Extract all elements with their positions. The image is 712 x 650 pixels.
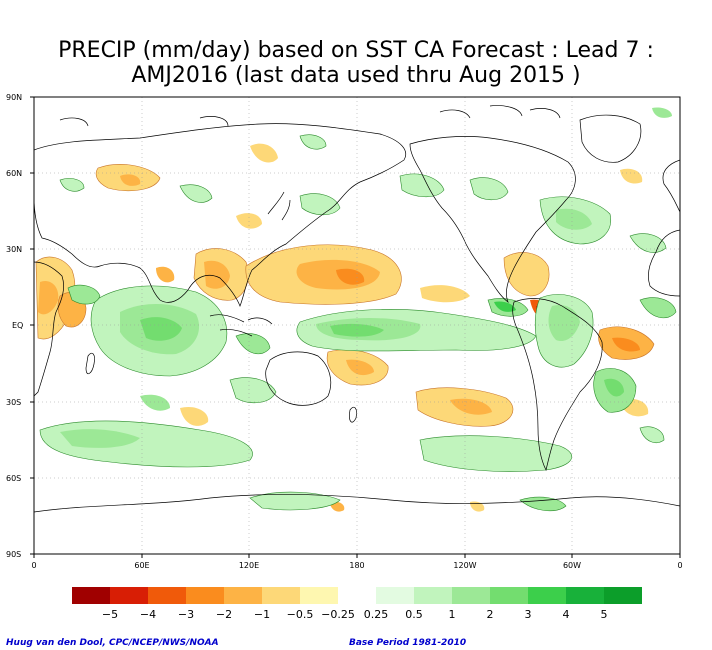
colorbar-label: −2 — [216, 608, 232, 621]
outline-australia — [265, 351, 332, 406]
wet-anomaly-regions — [39, 107, 677, 512]
base-period-text: Base Period 1981-2010 — [349, 638, 467, 648]
lat-label: 90S — [6, 550, 21, 559]
lat-label: 60N — [6, 169, 22, 178]
lon-label: 0 — [677, 561, 682, 570]
colorbar-label: −0.25 — [321, 608, 355, 621]
outline-arctic-islands — [59, 105, 561, 127]
colorbar-label: 2 — [487, 608, 494, 621]
outline-north-america — [409, 136, 576, 304]
colorbar-label: −1 — [254, 608, 270, 621]
colorbar-label: 1 — [449, 608, 456, 621]
continent-outlines — [34, 105, 680, 513]
colorbar-swatch — [452, 587, 490, 604]
outline-south-america — [512, 298, 603, 472]
map-title-line2: AMJ2016 (last data used thru Aug 2015 ) — [131, 63, 581, 88]
colorbar-label: 4 — [563, 608, 570, 621]
lon-label: 60E — [134, 561, 149, 570]
lon-label: 120E — [239, 561, 259, 570]
outline-japan — [267, 191, 291, 221]
colorbar-swatch — [604, 587, 642, 604]
outline-antarctica — [34, 494, 680, 513]
lat-label: 60S — [6, 474, 21, 483]
colorbar-swatch — [528, 587, 566, 604]
colorbar-swatch — [490, 587, 528, 604]
lon-labels: 0 60E 120E 180 120W 60W 0 — [31, 561, 682, 570]
outline-africa-east — [34, 261, 64, 397]
outline-eurasia — [34, 123, 406, 307]
outline-europe-west — [662, 159, 680, 213]
axis-ticks — [30, 96, 681, 558]
colorbar-swatch — [376, 587, 414, 604]
dry-region-caribbean — [503, 252, 550, 297]
map-title-line1: PRECIP (mm/day) based on SST CA Forecast… — [58, 38, 654, 63]
lat-label: 30N — [6, 245, 22, 254]
colorbar-swatch — [414, 587, 452, 604]
colorbar-swatch — [186, 587, 224, 604]
map-plot-area — [34, 97, 680, 554]
colorbar-label: −5 — [102, 608, 118, 621]
colorbar-label: −0.5 — [287, 608, 314, 621]
credit-text: Huug van den Dool, CPC/NCEP/NWS/NOAA — [6, 638, 219, 648]
lon-label: 60W — [563, 561, 581, 570]
outline-africa-west — [648, 229, 680, 297]
colorbar: −5 −4 −3 −2 −1 −0.5 −0.25 0.25 0.5 1 2 3 4 5 — [72, 587, 642, 621]
colorbar-swatch — [110, 587, 148, 604]
colorbar-swatch — [566, 587, 604, 604]
lat-label: 90N — [6, 93, 22, 102]
outline-indonesia — [209, 314, 273, 337]
lon-label: 180 — [349, 561, 364, 570]
lat-label: 30S — [6, 398, 21, 407]
colorbar-label: 0.5 — [405, 608, 423, 621]
lat-label: EQ — [12, 321, 23, 330]
outline-madagascar — [85, 352, 95, 375]
dry-anomaly-regions — [35, 143, 655, 512]
lon-label: 0 — [31, 561, 36, 570]
colorbar-swatch — [300, 587, 338, 604]
colorbar-label: −3 — [178, 608, 194, 621]
outline-greenland — [579, 114, 642, 163]
colorbar-swatch — [72, 587, 110, 604]
colorbar-label: 0.25 — [364, 608, 389, 621]
colorbar-label: 5 — [601, 608, 608, 621]
graticule — [34, 97, 680, 554]
colorbar-swatch — [338, 587, 376, 604]
colorbar-swatch — [262, 587, 300, 604]
colorbar-swatch — [148, 587, 186, 604]
colorbar-swatch — [224, 587, 262, 604]
lat-labels: 90N 60N 30N EQ 30S 60S 90S — [6, 93, 23, 559]
colorbar-label: 3 — [525, 608, 532, 621]
lon-label: 120W — [453, 561, 476, 570]
colorbar-label: −4 — [140, 608, 156, 621]
outline-new-zealand — [349, 406, 357, 423]
